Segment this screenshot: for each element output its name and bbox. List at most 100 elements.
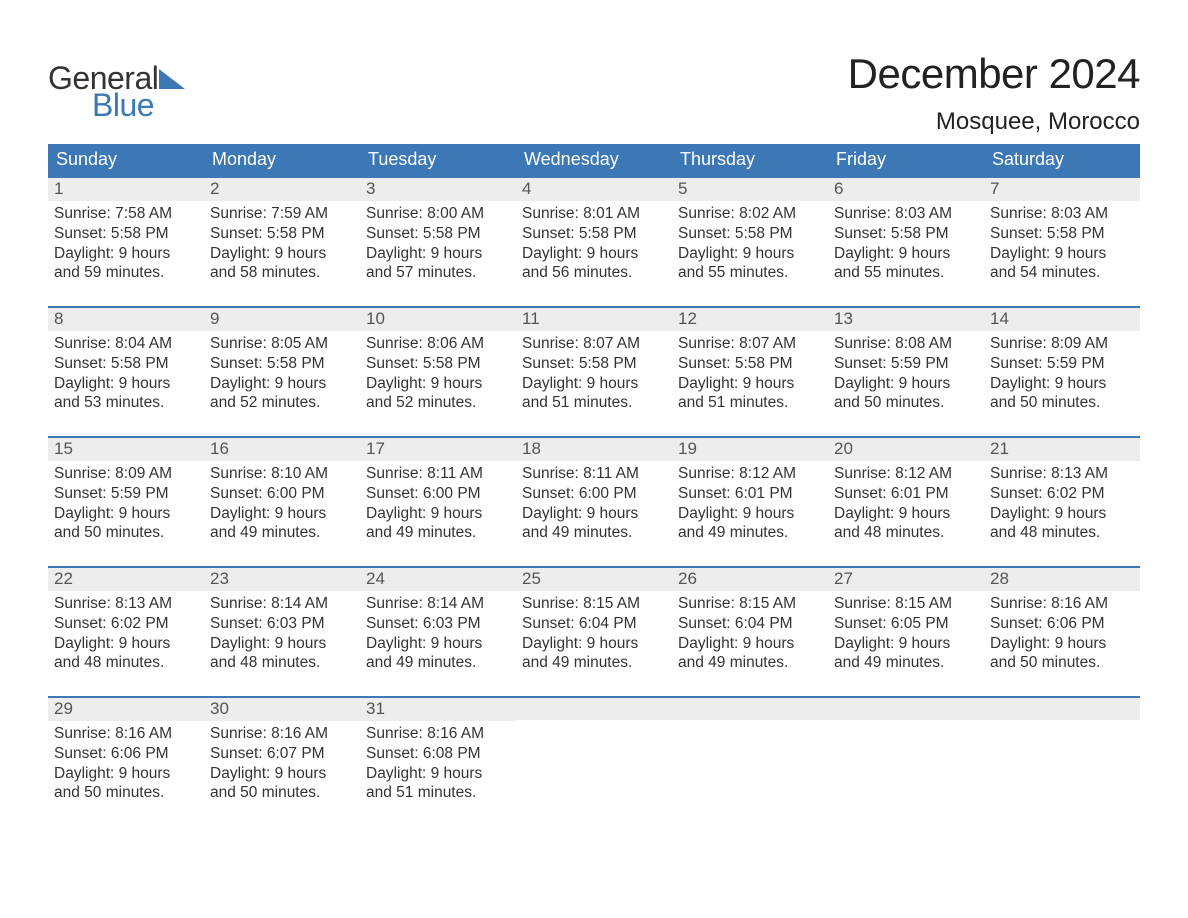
calendar-week: 22Sunrise: 8:13 AMSunset: 6:02 PMDayligh… bbox=[48, 566, 1140, 678]
sunset-text: Sunset: 6:03 PM bbox=[366, 614, 510, 634]
sunrise-text: Sunrise: 8:07 AM bbox=[522, 334, 666, 354]
daylight-line1: Daylight: 9 hours bbox=[834, 374, 978, 394]
daylight-line2: and 50 minutes. bbox=[834, 393, 978, 413]
sunrise-text: Sunrise: 8:03 AM bbox=[990, 204, 1134, 224]
sunset-text: Sunset: 5:58 PM bbox=[54, 354, 198, 374]
day-number: 27 bbox=[828, 568, 984, 591]
daylight-line1: Daylight: 9 hours bbox=[54, 374, 198, 394]
daylight-line2: and 55 minutes. bbox=[678, 263, 822, 283]
day-number: 15 bbox=[48, 438, 204, 461]
daylight-line2: and 49 minutes. bbox=[366, 653, 510, 673]
calendar-week: 1Sunrise: 7:58 AMSunset: 5:58 PMDaylight… bbox=[48, 176, 1140, 288]
sunrise-text: Sunrise: 8:03 AM bbox=[834, 204, 978, 224]
sunrise-text: Sunrise: 8:02 AM bbox=[678, 204, 822, 224]
sunset-text: Sunset: 5:59 PM bbox=[990, 354, 1134, 374]
daylight-line1: Daylight: 9 hours bbox=[990, 504, 1134, 524]
weekday-header: Tuesday bbox=[360, 144, 516, 176]
sunrise-text: Sunrise: 7:59 AM bbox=[210, 204, 354, 224]
sunrise-text: Sunrise: 8:16 AM bbox=[54, 724, 198, 744]
sail-icon bbox=[159, 69, 185, 89]
day-details: Sunrise: 8:15 AMSunset: 6:04 PMDaylight:… bbox=[516, 591, 672, 677]
weekday-header: Friday bbox=[828, 144, 984, 176]
day-number: 14 bbox=[984, 308, 1140, 331]
calendar-week: 29Sunrise: 8:16 AMSunset: 6:06 PMDayligh… bbox=[48, 696, 1140, 808]
sunset-text: Sunset: 6:00 PM bbox=[210, 484, 354, 504]
calendar-day: 22Sunrise: 8:13 AMSunset: 6:02 PMDayligh… bbox=[48, 568, 204, 678]
daylight-line1: Daylight: 9 hours bbox=[366, 374, 510, 394]
calendar-day bbox=[516, 698, 672, 808]
sunset-text: Sunset: 6:02 PM bbox=[990, 484, 1134, 504]
brand-word2: Blue bbox=[92, 87, 185, 124]
sunset-text: Sunset: 6:06 PM bbox=[54, 744, 198, 764]
sunrise-text: Sunrise: 8:12 AM bbox=[678, 464, 822, 484]
sunrise-text: Sunrise: 8:01 AM bbox=[522, 204, 666, 224]
daylight-line2: and 52 minutes. bbox=[366, 393, 510, 413]
daylight-line2: and 56 minutes. bbox=[522, 263, 666, 283]
daylight-line1: Daylight: 9 hours bbox=[366, 634, 510, 654]
calendar-day: 29Sunrise: 8:16 AMSunset: 6:06 PMDayligh… bbox=[48, 698, 204, 808]
day-details: Sunrise: 8:09 AMSunset: 5:59 PMDaylight:… bbox=[48, 461, 204, 547]
sunset-text: Sunset: 6:04 PM bbox=[522, 614, 666, 634]
daylight-line1: Daylight: 9 hours bbox=[678, 374, 822, 394]
day-number: 11 bbox=[516, 308, 672, 331]
day-number bbox=[828, 698, 984, 720]
sunset-text: Sunset: 5:58 PM bbox=[522, 354, 666, 374]
calendar-day: 9Sunrise: 8:05 AMSunset: 5:58 PMDaylight… bbox=[204, 308, 360, 418]
day-details: Sunrise: 7:58 AMSunset: 5:58 PMDaylight:… bbox=[48, 201, 204, 287]
sunrise-text: Sunrise: 8:08 AM bbox=[834, 334, 978, 354]
day-number bbox=[984, 698, 1140, 720]
calendar-day: 31Sunrise: 8:16 AMSunset: 6:08 PMDayligh… bbox=[360, 698, 516, 808]
day-number: 22 bbox=[48, 568, 204, 591]
daylight-line2: and 50 minutes. bbox=[54, 523, 198, 543]
day-number: 23 bbox=[204, 568, 360, 591]
title-block: December 2024 Mosquee, Morocco bbox=[848, 50, 1140, 136]
calendar-day: 30Sunrise: 8:16 AMSunset: 6:07 PMDayligh… bbox=[204, 698, 360, 808]
day-number: 13 bbox=[828, 308, 984, 331]
day-number bbox=[516, 698, 672, 720]
calendar-day: 21Sunrise: 8:13 AMSunset: 6:02 PMDayligh… bbox=[984, 438, 1140, 548]
daylight-line2: and 52 minutes. bbox=[210, 393, 354, 413]
day-number: 31 bbox=[360, 698, 516, 721]
day-number: 30 bbox=[204, 698, 360, 721]
sunset-text: Sunset: 6:08 PM bbox=[366, 744, 510, 764]
calendar-day bbox=[984, 698, 1140, 808]
day-details: Sunrise: 8:06 AMSunset: 5:58 PMDaylight:… bbox=[360, 331, 516, 417]
daylight-line2: and 53 minutes. bbox=[54, 393, 198, 413]
sunrise-text: Sunrise: 8:04 AM bbox=[54, 334, 198, 354]
day-number: 10 bbox=[360, 308, 516, 331]
daylight-line2: and 50 minutes. bbox=[54, 783, 198, 803]
day-number: 26 bbox=[672, 568, 828, 591]
weekday-header: Saturday bbox=[984, 144, 1140, 176]
day-details: Sunrise: 8:13 AMSunset: 6:02 PMDaylight:… bbox=[48, 591, 204, 677]
day-details: Sunrise: 8:04 AMSunset: 5:58 PMDaylight:… bbox=[48, 331, 204, 417]
daylight-line1: Daylight: 9 hours bbox=[990, 244, 1134, 264]
day-number: 3 bbox=[360, 178, 516, 201]
calendar-day: 15Sunrise: 8:09 AMSunset: 5:59 PMDayligh… bbox=[48, 438, 204, 548]
daylight-line1: Daylight: 9 hours bbox=[522, 374, 666, 394]
daylight-line2: and 49 minutes. bbox=[522, 653, 666, 673]
daylight-line2: and 58 minutes. bbox=[210, 263, 354, 283]
day-details: Sunrise: 8:12 AMSunset: 6:01 PMDaylight:… bbox=[828, 461, 984, 547]
sunset-text: Sunset: 5:58 PM bbox=[834, 224, 978, 244]
daylight-line2: and 48 minutes. bbox=[990, 523, 1134, 543]
daylight-line1: Daylight: 9 hours bbox=[366, 244, 510, 264]
day-details: Sunrise: 8:11 AMSunset: 6:00 PMDaylight:… bbox=[516, 461, 672, 547]
daylight-line2: and 51 minutes. bbox=[678, 393, 822, 413]
calendar: SundayMondayTuesdayWednesdayThursdayFrid… bbox=[48, 144, 1140, 808]
weekday-header: Wednesday bbox=[516, 144, 672, 176]
day-number: 6 bbox=[828, 178, 984, 201]
day-number: 25 bbox=[516, 568, 672, 591]
sunrise-text: Sunrise: 8:10 AM bbox=[210, 464, 354, 484]
daylight-line1: Daylight: 9 hours bbox=[366, 504, 510, 524]
sunrise-text: Sunrise: 8:00 AM bbox=[366, 204, 510, 224]
weekday-header-row: SundayMondayTuesdayWednesdayThursdayFrid… bbox=[48, 144, 1140, 176]
calendar-day: 6Sunrise: 8:03 AMSunset: 5:58 PMDaylight… bbox=[828, 178, 984, 288]
day-number: 16 bbox=[204, 438, 360, 461]
sunset-text: Sunset: 6:01 PM bbox=[834, 484, 978, 504]
calendar-week: 15Sunrise: 8:09 AMSunset: 5:59 PMDayligh… bbox=[48, 436, 1140, 548]
sunrise-text: Sunrise: 8:11 AM bbox=[366, 464, 510, 484]
day-number: 2 bbox=[204, 178, 360, 201]
daylight-line1: Daylight: 9 hours bbox=[522, 504, 666, 524]
sunset-text: Sunset: 6:03 PM bbox=[210, 614, 354, 634]
daylight-line1: Daylight: 9 hours bbox=[54, 634, 198, 654]
